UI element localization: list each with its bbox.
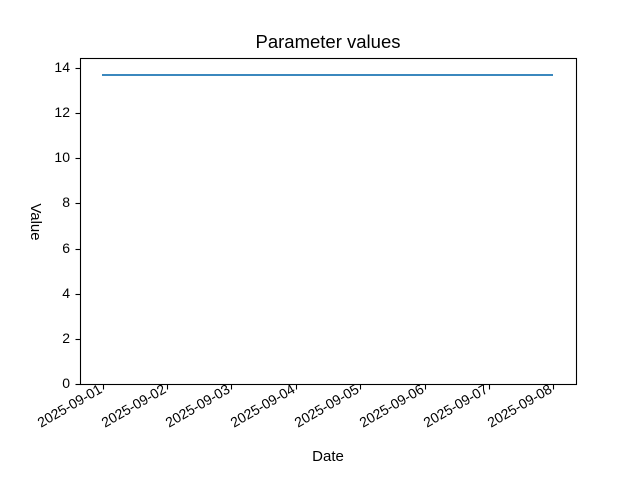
svg-text:2025-09-03: 2025-09-03 xyxy=(162,381,232,431)
svg-text:Date: Date xyxy=(312,448,344,465)
svg-text:2025-09-06: 2025-09-06 xyxy=(356,381,426,431)
svg-text:4: 4 xyxy=(62,285,70,301)
svg-text:Parameter values: Parameter values xyxy=(256,31,401,52)
svg-text:6: 6 xyxy=(62,240,70,256)
svg-text:0: 0 xyxy=(62,375,70,391)
svg-text:10: 10 xyxy=(54,149,70,165)
svg-text:2025-09-08: 2025-09-08 xyxy=(484,381,554,431)
svg-text:2025-09-05: 2025-09-05 xyxy=(291,381,361,431)
svg-text:2025-09-02: 2025-09-02 xyxy=(98,381,168,431)
svg-text:2025-09-04: 2025-09-04 xyxy=(227,381,297,431)
svg-text:2: 2 xyxy=(62,330,70,346)
svg-text:8: 8 xyxy=(62,194,70,210)
svg-text:14: 14 xyxy=(54,59,70,75)
svg-text:2025-09-07: 2025-09-07 xyxy=(420,381,490,431)
svg-text:12: 12 xyxy=(54,104,70,120)
svg-text:Value: Value xyxy=(27,203,44,240)
